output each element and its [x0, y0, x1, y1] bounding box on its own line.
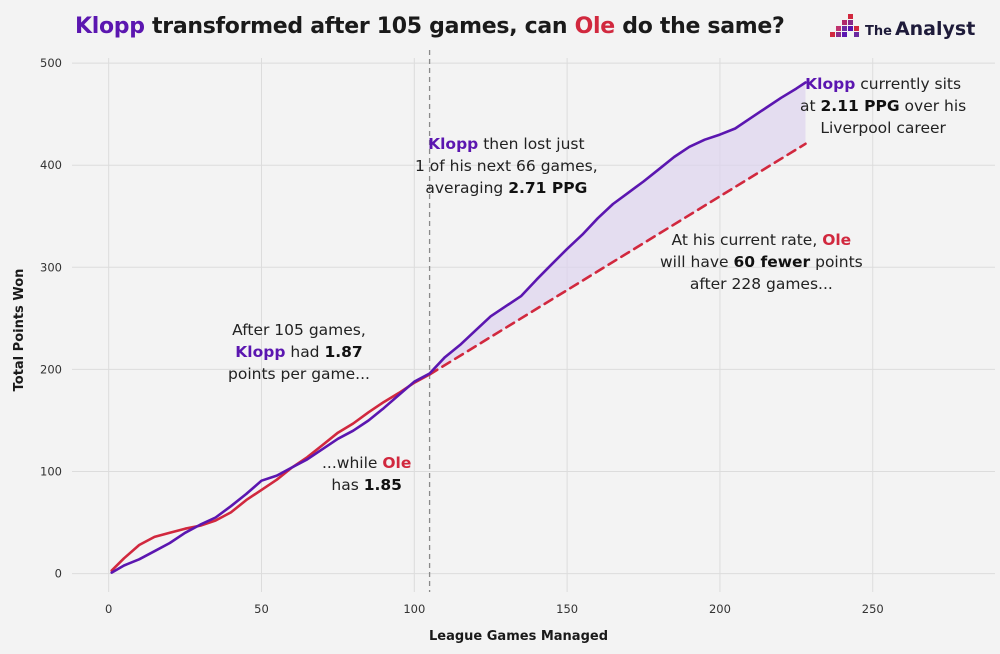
while-ole-lead: ...while — [322, 454, 383, 472]
series-line-ole — [110, 373, 431, 572]
series-line-ole-projection — [428, 142, 807, 376]
currently-sits-rest1: currently sits — [855, 75, 962, 93]
chart-title: Klopp transformed after 105 games, can O… — [75, 14, 785, 39]
after105-line1: After 105 games, — [232, 321, 366, 339]
title-part2: do the same? — [614, 14, 785, 39]
while-ole-ppg: 1.85 — [363, 476, 402, 494]
after105-line3: points per game... — [228, 365, 370, 383]
then-lost-ppg: 2.71 PPG — [508, 179, 588, 197]
currently-sits-klopp: Klopp — [805, 75, 856, 93]
annotation-current-rate: At his current rate, Ole will have 60 fe… — [660, 229, 863, 295]
y-tick-label: 400 — [40, 158, 62, 172]
grid-lines — [72, 58, 995, 592]
brand-analyst: Analyst — [894, 18, 976, 40]
y-tick-label: 200 — [40, 362, 62, 376]
title-ole: Ole — [574, 14, 616, 39]
after105-klopp: Klopp — [235, 343, 286, 361]
after105-ppg: 1.87 — [324, 343, 363, 361]
x-tick-label: 0 — [105, 602, 112, 616]
y-tick-label: 500 — [40, 56, 62, 70]
brand-the: The — [865, 24, 892, 39]
analyst-logo-icon — [830, 14, 859, 37]
currently-sits-over: over his — [899, 97, 967, 115]
x-tick-label: 100 — [403, 602, 425, 616]
current-rate-lead: At his current rate, — [671, 231, 823, 249]
title-part1: transformed after 105 games, can — [144, 14, 575, 39]
current-rate-ole: Ole — [822, 231, 852, 249]
current-rate-will: will have — [660, 253, 734, 271]
current-rate-line3: after 228 games... — [689, 275, 833, 293]
series-line-klopp — [110, 81, 807, 574]
currently-sits-ppg: 2.11 PPG — [820, 97, 900, 115]
y-tick-label: 0 — [55, 567, 62, 581]
y-tick-label: 100 — [40, 465, 62, 479]
x-tick-label: 200 — [709, 602, 731, 616]
x-tick-label: 150 — [556, 602, 578, 616]
then-lost-klopp: Klopp — [428, 135, 479, 153]
points-gap-area — [429, 82, 806, 375]
then-lost-lead3: averaging — [425, 179, 509, 197]
brand-name: The Analyst — [865, 18, 975, 40]
currently-sits-at: at — [800, 97, 821, 115]
y-tick-label: 300 — [40, 260, 62, 274]
annotation-while-ole: ...while Ole has 1.85 — [322, 452, 411, 496]
then-lost-rest1: then lost just — [478, 135, 585, 153]
annotation-currently-sits: Klopp currently sits at 2.11 PPG over hi… — [800, 73, 966, 139]
annotation-after-105: After 105 games, Klopp had 1.87 points p… — [228, 319, 370, 385]
annotation-then-lost: Klopp then lost just 1 of his next 66 ga… — [415, 133, 598, 199]
current-rate-fewer: 60 fewer — [733, 253, 811, 271]
x-tick-label: 250 — [862, 602, 884, 616]
title-klopp: Klopp — [75, 14, 145, 39]
while-ole-name: Ole — [382, 454, 412, 472]
while-ole-has: has — [331, 476, 364, 494]
after105-had: had — [285, 343, 325, 361]
x-axis-title: League Games Managed — [429, 629, 608, 644]
y-axis-title: Total Points Won — [12, 269, 27, 392]
current-rate-points: points — [810, 253, 863, 271]
then-lost-line2: 1 of his next 66 games, — [415, 157, 598, 175]
currently-sits-line3: Liverpool career — [820, 119, 946, 137]
x-tick-label: 50 — [254, 602, 269, 616]
